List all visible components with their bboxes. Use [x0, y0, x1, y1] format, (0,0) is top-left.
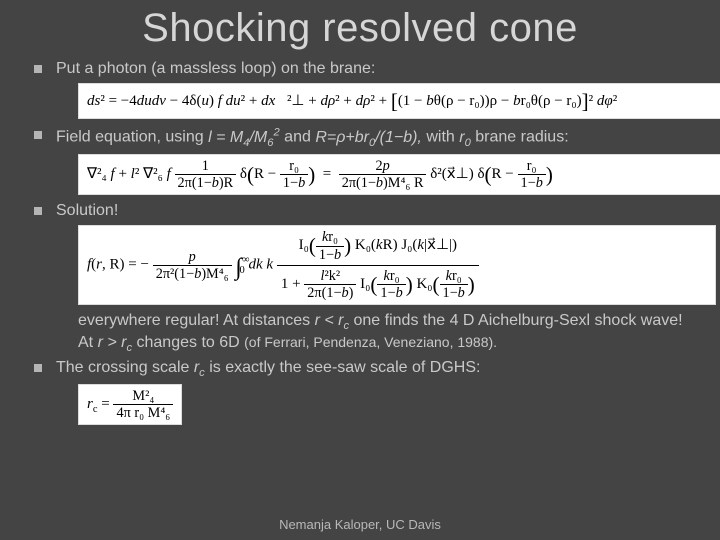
b4c: is exactly the see-saw scale of DGHS: [209, 359, 480, 376]
bullet-3: Solution! f(r, R) = − p2π²(1−b)M⁴₆ ∫∞0 d… [34, 201, 690, 355]
b4-rc: rc [194, 359, 205, 376]
b2-pre: Field equation, using [56, 129, 208, 146]
b4a: The crossing scale [56, 359, 194, 376]
bullet-4-text: The crossing scale rc is exactly the see… [56, 359, 480, 376]
slide: Shocking resolved cone Put a photon (a m… [0, 0, 720, 540]
equation-rc: rc = M²₄4π r₀ M⁴₆ [78, 384, 182, 426]
bullet-2-text: Field equation, using l = M4/M62 and R=ρ… [56, 129, 569, 146]
slide-title: Shocking resolved cone [20, 6, 700, 51]
r-lt-rc: r < rc [315, 312, 349, 329]
bullet-list: Put a photon (a massless loop) on the br… [20, 59, 700, 425]
r-gt-rc: r > rc [98, 334, 132, 351]
b2-and: and [284, 129, 315, 146]
bullet-4: The crossing scale rc is exactly the see… [34, 358, 690, 426]
b2-l-eq: l = M4/M62 [208, 129, 280, 146]
b2-end: brane radius: [475, 129, 568, 146]
ra: everywhere regular! At distances [78, 312, 315, 329]
b2-r0: r0 [459, 129, 471, 146]
equation-field: ∇²₄ f + l² ∇²₆ f 12π(1−b)R δ(R − r₀1−b) … [78, 154, 720, 196]
equation-metric: ds² = −4dudv − 4δ(u) f du² + dx⃗²⊥ + dρ²… [78, 83, 720, 119]
bullet-2: Field equation, using l = M4/M62 and R=ρ… [34, 125, 690, 195]
bullet-1-text: Put a photon (a massless loop) on the br… [56, 60, 375, 77]
equation-rc-wrap: rc = M²₄4π r₀ M⁴₆ [56, 384, 690, 426]
bullet-1: Put a photon (a massless loop) on the br… [34, 59, 690, 119]
equation-solution: f(r, R) = − p2π²(1−b)M⁴₆ ∫∞0 dk k I₀(kr₀… [78, 225, 716, 305]
remark-text: everywhere regular! At distances r < rc … [56, 311, 690, 355]
cite: (of Ferrari, Pendenza, Veneziano, 1988). [244, 334, 497, 350]
re: changes to 6D [137, 334, 245, 351]
b2-R-eq: R=ρ+br0/(1−b), [315, 129, 422, 146]
footer: Nemanja Kaloper, UC Davis [0, 517, 720, 532]
bullet-3-text: Solution! [56, 202, 118, 219]
b2-with: with [426, 129, 459, 146]
